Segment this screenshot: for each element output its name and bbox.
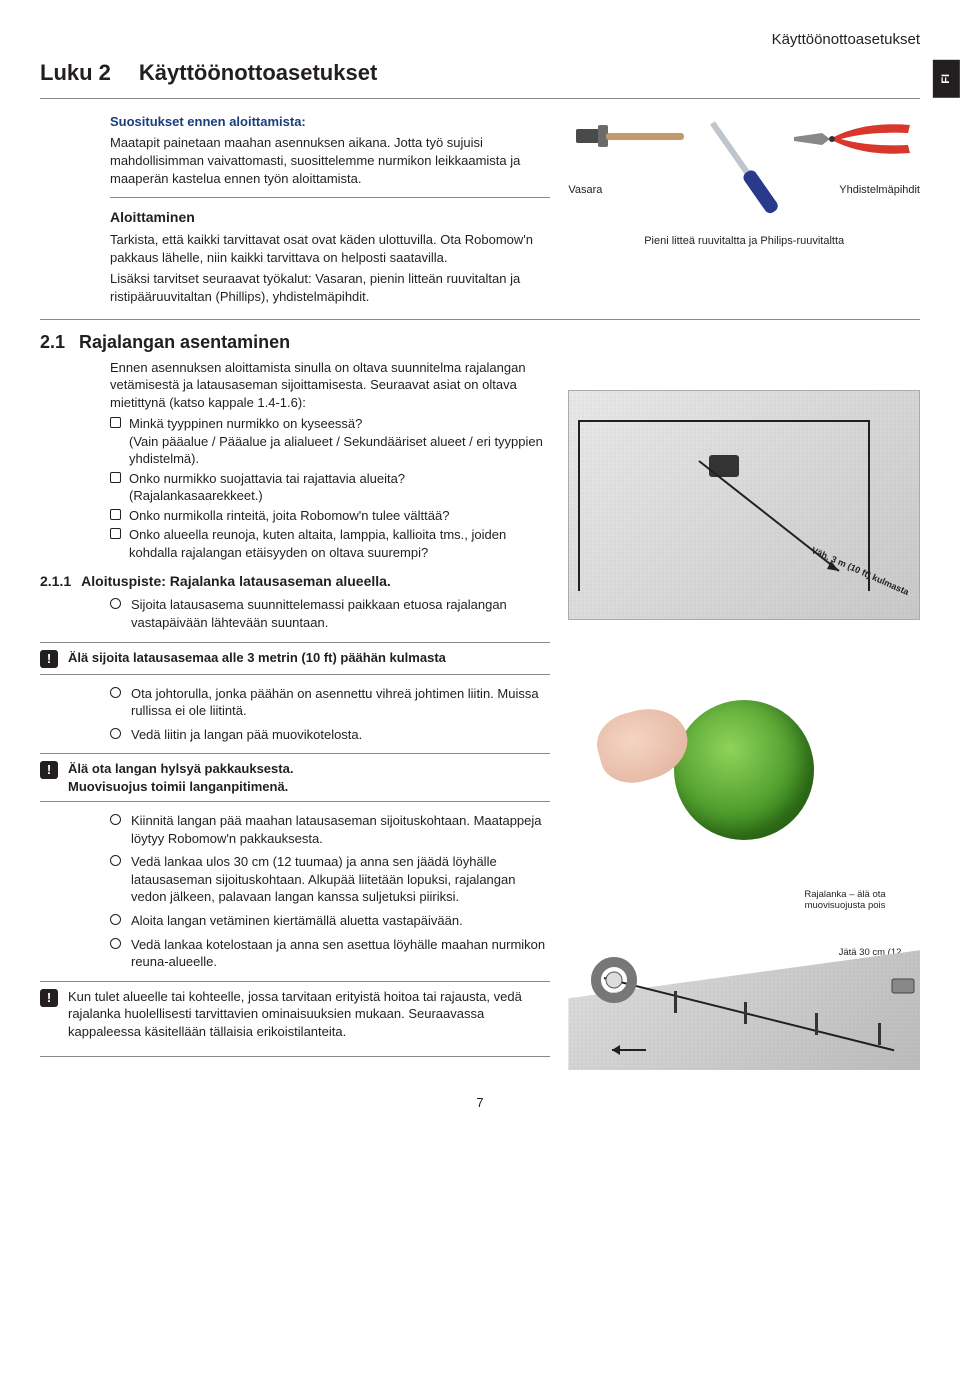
circle-bullet-icon (110, 938, 121, 949)
check-item: Onko nurmikko suojattavia tai rajattavia… (110, 470, 550, 505)
step-text: Kiinnitä langan pää maahan latausaseman … (131, 812, 550, 847)
ground-peg-icon (878, 1023, 881, 1045)
step-text: Aloita langan vetäminen kiertämällä alue… (131, 912, 463, 930)
tool-label-hammer: Vasara (568, 183, 602, 198)
checklist: Minkä tyyppinen nurmikko on kyseessä? (V… (110, 415, 550, 561)
check-text: Onko nurmikolla rinteitä, joita Robomow'… (129, 507, 449, 525)
arrow-ccw-icon (608, 1040, 648, 1060)
tools-illustration (568, 109, 920, 179)
ground-peg-icon (815, 1013, 818, 1035)
screwdriver-icon (705, 118, 783, 218)
language-tab: FI (933, 60, 960, 98)
intro-paragraph-2: Tarkista, että kaikki tarvittavat osat o… (110, 231, 550, 266)
section-number: 2.1 (40, 330, 65, 354)
circle-bullet-icon (110, 914, 121, 925)
step-item: Vedä lankaa kotelostaan ja anna sen aset… (110, 936, 550, 971)
warning-box: ! Älä ota langan hylsyä pakkauksesta. Mu… (40, 753, 550, 802)
warning-icon: ! (40, 989, 58, 1007)
callout-wire-cover: Rajalanka – älä ota muovisuojusta pois (780, 890, 910, 912)
divider (40, 319, 920, 320)
warning-text: Älä ota langan hylsyä pakkauksesta. (68, 760, 293, 778)
wire-path-icon (569, 391, 919, 619)
step-item: Aloita langan vetäminen kiertämällä alue… (110, 912, 550, 930)
circle-bullet-icon (110, 855, 121, 866)
doc-section-header: Käyttöönottoasetukset (40, 30, 920, 50)
base-plate-icon (888, 973, 918, 999)
lawn-illustration: Väh. 3 m (10 ft) kulmasta (568, 390, 920, 620)
circle-bullet-icon (110, 728, 121, 739)
chapter-heading: Luku 2 Käyttöönottoasetukset (40, 58, 920, 88)
warning-icon: ! (40, 761, 58, 779)
step-item: Kiinnitä langan pää maahan latausaseman … (110, 812, 550, 847)
page-number: 7 (40, 1094, 920, 1112)
step-text: Vedä liitin ja langan pää muovikotelosta… (131, 726, 362, 744)
checkbox-icon (110, 417, 121, 428)
checkbox-icon (110, 472, 121, 483)
wire-connector-icon (589, 955, 639, 1005)
step-text: Ota johtorulla, jonka päähän on asennett… (131, 685, 550, 720)
divider (40, 1056, 550, 1057)
warning-text: Älä sijoita latausasemaa alle 3 metrin (… (68, 649, 446, 667)
subsection-title: Aloituspiste: Rajalanka latausaseman alu… (81, 572, 391, 591)
step-item: Vedä liitin ja langan pää muovikotelosta… (110, 726, 550, 744)
divider (110, 197, 550, 198)
recommendations-heading: Suositukset ennen aloittamista: (110, 113, 550, 131)
check-text: Minkä tyyppinen nurmikko on kyseessä? (V… (129, 415, 550, 468)
intro-paragraph-3: Lisäksi tarvitset seuraavat työkalut: Va… (110, 270, 550, 305)
checkbox-icon (110, 509, 121, 520)
check-item: Minkä tyyppinen nurmikko on kyseessä? (V… (110, 415, 550, 468)
section-title: Rajalangan asentaminen (79, 330, 290, 354)
step-item: Sijoita latausasema suunnittelemassi pai… (110, 596, 550, 631)
check-item: Onko nurmikolla rinteitä, joita Robomow'… (110, 507, 550, 525)
chapter-label: Luku 2 (40, 58, 111, 88)
warning-box: ! Kun tulet alueelle tai kohteelle, joss… (40, 981, 550, 1047)
warning-box: ! Älä sijoita latausasemaa alle 3 metrin… (40, 642, 550, 675)
circle-bullet-icon (110, 598, 121, 609)
step-text: Sijoita latausasema suunnittelemassi pai… (131, 596, 550, 631)
pliers-icon (792, 117, 912, 161)
section-intro: Ennen asennuksen aloittamista sinulla on… (110, 359, 550, 412)
warning-text: Kun tulet alueelle tai kohteelle, jossa … (68, 988, 550, 1041)
ground-peg-icon (744, 1002, 747, 1024)
hammer-icon (576, 119, 686, 167)
warning-icon: ! (40, 650, 58, 668)
ground-illustration: Rajalanka – älä ota muovisuojusta pois J… (568, 890, 920, 1070)
start-heading: Aloittaminen (110, 208, 550, 227)
chapter-title: Käyttöönottoasetukset (139, 58, 377, 88)
step-item: Ota johtorulla, jonka päähän on asennett… (110, 685, 550, 720)
ground-peg-icon (674, 991, 677, 1013)
warning-text: Muovisuojus toimii langanpitimenä. (68, 778, 293, 796)
tool-label-pliers: Yhdistelmäpihdit (839, 183, 920, 198)
subsection-number: 2.1.1 (40, 572, 71, 591)
wire-spool-illustration (568, 680, 920, 860)
divider (40, 98, 920, 99)
step-text: Vedä lankaa kotelostaan ja anna sen aset… (131, 936, 550, 971)
step-item: Vedä lankaa ulos 30 cm (12 tuumaa) ja an… (110, 853, 550, 906)
circle-bullet-icon (110, 814, 121, 825)
intro-paragraph-1: Maatapit painetaan maahan asennuksen aik… (110, 134, 550, 187)
check-item: Onko alueella reunoja, kuten altaita, la… (110, 526, 550, 561)
step-text: Vedä lankaa ulos 30 cm (12 tuumaa) ja an… (131, 853, 550, 906)
tool-label-screwdriver: Pieni litteä ruuvitaltta ja Philips-ruuv… (568, 234, 920, 249)
checkbox-icon (110, 528, 121, 539)
circle-bullet-icon (110, 687, 121, 698)
check-text: Onko nurmikko suojattavia tai rajattavia… (129, 470, 405, 505)
check-text: Onko alueella reunoja, kuten altaita, la… (129, 526, 550, 561)
